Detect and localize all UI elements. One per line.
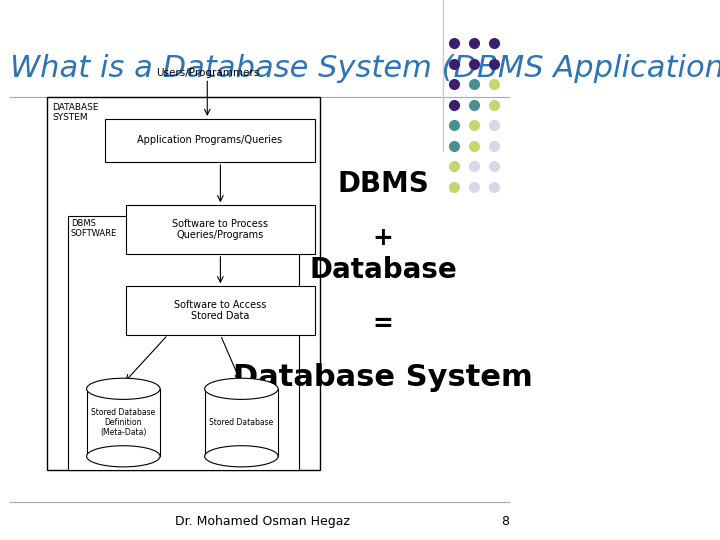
Text: Stored Database
Definition
(Meta-Data): Stored Database Definition (Meta-Data) [91, 408, 156, 437]
Text: Stored Database: Stored Database [210, 418, 274, 427]
Text: DBMS: DBMS [337, 170, 429, 198]
Text: What is a Database System (DBMS Application)?: What is a Database System (DBMS Applicat… [11, 54, 720, 83]
FancyBboxPatch shape [68, 216, 299, 470]
FancyBboxPatch shape [48, 97, 320, 470]
Text: Software to Access
Stored Data: Software to Access Stored Data [174, 300, 266, 321]
Text: Software to Process
Queries/Programs: Software to Process Queries/Programs [172, 219, 269, 240]
Ellipse shape [86, 378, 160, 400]
Text: DATABASE
SYSTEM: DATABASE SYSTEM [53, 103, 99, 122]
Text: Database: Database [309, 256, 457, 284]
Text: Dr. Mohamed Osman Hegaz: Dr. Mohamed Osman Hegaz [175, 515, 350, 528]
Text: =: = [373, 312, 393, 336]
Text: Database System: Database System [233, 363, 533, 393]
Text: Application Programs/Queries: Application Programs/Queries [138, 136, 282, 145]
Ellipse shape [86, 446, 160, 467]
Ellipse shape [204, 378, 278, 400]
Text: +: + [373, 226, 393, 249]
FancyBboxPatch shape [204, 389, 278, 456]
FancyBboxPatch shape [105, 119, 315, 162]
FancyBboxPatch shape [86, 389, 160, 456]
Text: DBMS
SOFTWARE: DBMS SOFTWARE [71, 219, 117, 238]
Text: Users/Programmers: Users/Programmers [156, 68, 259, 78]
Ellipse shape [204, 446, 278, 467]
FancyBboxPatch shape [126, 205, 315, 254]
Text: 8: 8 [501, 515, 509, 528]
FancyBboxPatch shape [126, 286, 315, 335]
